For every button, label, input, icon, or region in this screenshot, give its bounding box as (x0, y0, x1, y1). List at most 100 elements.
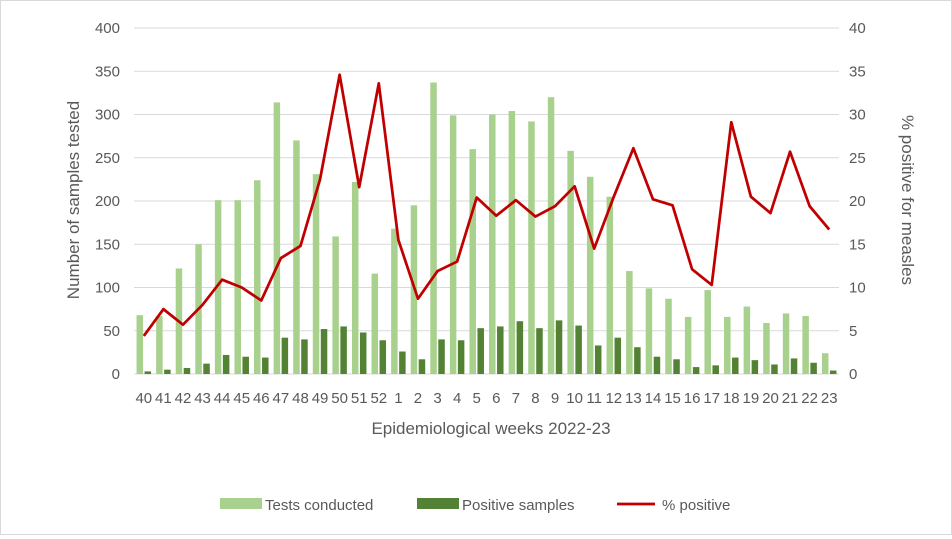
bar-tests-3 (430, 82, 437, 375)
bar-positive-21 (790, 358, 798, 374)
bar-positive-1 (399, 351, 406, 374)
y2-axis-ticks: 0 5 10 15 20 25 30 35 40 (849, 20, 866, 383)
x-tick-label: 7 (512, 390, 520, 407)
bar-positive-49 (320, 329, 328, 374)
bar-positive-51 (359, 332, 367, 374)
bar-positive-19 (751, 360, 759, 374)
y2-tick-label: 25 (849, 150, 866, 167)
x-tick-label: 3 (433, 390, 441, 407)
bar-tests-48 (293, 140, 300, 374)
y-tick-label: 300 (95, 107, 120, 124)
bar-tests-16 (684, 316, 692, 374)
bar-tests-6 (489, 114, 496, 374)
bar-positive-10 (575, 325, 582, 374)
x-tick-label: 50 (331, 390, 348, 407)
x-axis-title: Epidemiological weeks 2022-23 (371, 419, 610, 438)
bar-tests-11 (586, 176, 594, 374)
y2-tick-label: 5 (849, 323, 857, 340)
bar-positive-50 (340, 326, 347, 374)
bar-positive-16 (692, 367, 700, 374)
x-tick-label: 6 (492, 390, 500, 407)
bar-tests-22 (802, 316, 809, 374)
bar-tests-7 (508, 111, 516, 374)
x-tick-label: 18 (723, 390, 740, 407)
bar-tests-10 (567, 150, 574, 374)
y2-tick-label: 40 (849, 20, 866, 37)
y-tick-label: 200 (95, 193, 120, 210)
bar-positive-40 (144, 371, 152, 374)
x-tick-label: 10 (566, 390, 583, 407)
bar-positive-13 (634, 347, 641, 374)
bar-tests-20 (763, 322, 770, 374)
x-tick-label: 1 (394, 390, 402, 407)
bar-tests-40 (136, 315, 144, 374)
x-tick-label: 9 (551, 390, 559, 407)
bar-positive-2 (418, 359, 426, 374)
bar-tests-4 (449, 115, 457, 375)
x-axis-ticks: 40 41 42 43 44 45 46 47 48 49 50 51 52 1 2 3 4 5 6 7 8 9 10 11 1… (135, 390, 837, 407)
bar-positive-9 (555, 320, 563, 374)
legend-swatch (417, 498, 459, 509)
bar-positive-11 (594, 345, 602, 374)
x-tick-label: 14 (645, 390, 662, 407)
x-tick-label: 45 (233, 390, 250, 407)
bar-positive-47 (281, 337, 289, 374)
bar-tests-47 (273, 102, 281, 374)
y-tick-label: 50 (103, 323, 120, 340)
bar-positive-45 (242, 356, 249, 374)
x-tick-label: 48 (292, 390, 309, 407)
x-tick-label: 40 (135, 390, 152, 407)
bar-positive-5 (477, 328, 484, 374)
bar-positive-14 (653, 356, 661, 374)
bar-positive-12 (614, 337, 622, 374)
y-tick-label: 400 (95, 20, 120, 37)
x-tick-label: 17 (703, 390, 720, 407)
x-tick-label: 5 (473, 390, 481, 407)
y2-tick-label: 0 (849, 366, 857, 383)
gridlines (134, 27, 839, 375)
legend-label: % positive (662, 497, 730, 514)
legend-label: Tests conducted (265, 497, 373, 514)
bar-tests-9 (547, 97, 555, 374)
percent-positive-line (142, 73, 831, 337)
x-tick-label: 19 (743, 390, 760, 407)
bar-tests-1 (391, 228, 398, 374)
bar-positive-3 (438, 339, 445, 374)
x-tick-label: 42 (175, 390, 192, 407)
x-tick-label: 22 (801, 390, 818, 407)
bar-positive-17 (712, 365, 719, 374)
bar-tests-21 (782, 313, 790, 374)
x-tick-label: 16 (684, 390, 701, 407)
x-tick-label: 11 (586, 390, 602, 407)
bar-tests-23 (821, 353, 829, 374)
x-tick-label: 13 (625, 390, 642, 407)
y-tick-label: 0 (112, 366, 120, 383)
x-tick-label: 15 (664, 390, 681, 407)
bar-tests-50 (332, 236, 339, 374)
x-tick-label: 8 (531, 390, 539, 407)
bar-tests-41 (156, 316, 163, 374)
percent-line (142, 73, 831, 337)
x-tick-label: 46 (253, 390, 270, 407)
bar-positive-52 (379, 340, 387, 374)
bar-tests-5 (469, 149, 476, 374)
x-tick-label: 52 (370, 390, 387, 407)
y2-tick-label: 10 (849, 280, 866, 297)
bar-tests-12 (606, 196, 614, 374)
y2-tick-label: 20 (849, 193, 866, 210)
bar-tests-18 (724, 316, 731, 374)
x-tick-label: 41 (155, 390, 172, 407)
bar-positive-18 (732, 357, 739, 374)
y2-tick-label: 15 (849, 236, 866, 253)
bar-positive-44 (222, 354, 230, 374)
y2-tick-label: 30 (849, 107, 866, 124)
x-tick-label: 44 (214, 390, 231, 407)
y-axis-ticks: 0 50 100 150 200 250 300 350 400 (95, 20, 120, 383)
bar-positive-46 (262, 357, 269, 374)
x-tick-label: 51 (351, 390, 368, 407)
bar-tests-17 (704, 290, 711, 374)
legend-swatch (220, 498, 262, 509)
y-tick-label: 100 (95, 280, 120, 297)
